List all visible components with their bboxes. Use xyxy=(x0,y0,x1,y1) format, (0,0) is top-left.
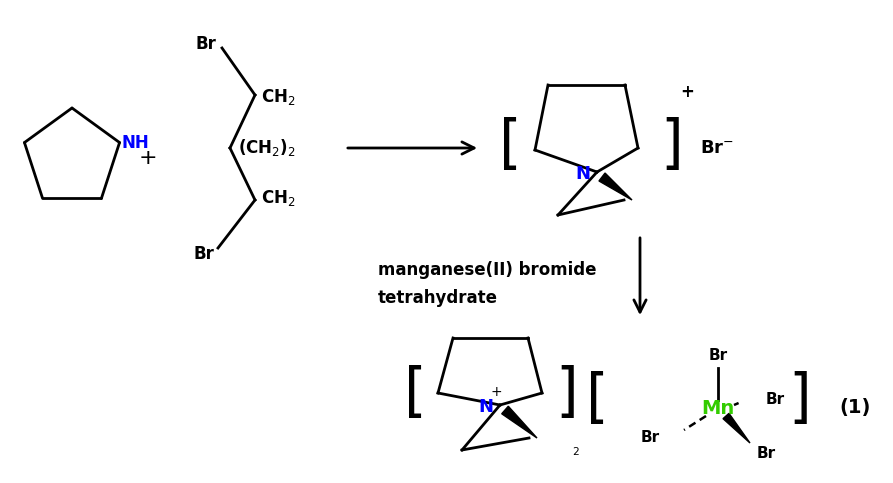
Text: ]: ] xyxy=(555,365,579,422)
Text: $_2$: $_2$ xyxy=(572,442,580,457)
Text: [: [ xyxy=(498,116,522,173)
Text: CH$_2$: CH$_2$ xyxy=(261,87,296,107)
Text: N: N xyxy=(575,165,590,183)
Polygon shape xyxy=(723,413,750,443)
Text: Mn: Mn xyxy=(701,398,735,417)
Text: tetrahydrate: tetrahydrate xyxy=(378,289,498,307)
Text: [: [ xyxy=(404,365,426,422)
Text: Br: Br xyxy=(193,245,214,263)
Text: (CH$_2$)$_2$: (CH$_2$)$_2$ xyxy=(238,138,296,158)
Text: Br$^{-}$: Br$^{-}$ xyxy=(700,139,734,157)
Text: CH$_2$: CH$_2$ xyxy=(261,188,296,208)
Text: +: + xyxy=(490,385,502,399)
Text: [: [ xyxy=(586,371,608,428)
Text: +: + xyxy=(680,83,694,101)
Text: Br: Br xyxy=(196,35,216,53)
Polygon shape xyxy=(502,406,537,438)
Text: Br: Br xyxy=(766,393,785,408)
Text: N: N xyxy=(479,398,494,416)
Polygon shape xyxy=(599,173,632,200)
Text: Br: Br xyxy=(708,349,728,364)
Text: ]: ] xyxy=(661,116,683,173)
Text: manganese(II) bromide: manganese(II) bromide xyxy=(378,261,597,279)
Text: NH: NH xyxy=(121,133,149,152)
Text: (1): (1) xyxy=(839,398,871,417)
Text: Br: Br xyxy=(757,446,776,461)
Text: ]: ] xyxy=(789,371,812,428)
Text: +: + xyxy=(138,148,157,168)
Text: Br: Br xyxy=(641,430,660,445)
